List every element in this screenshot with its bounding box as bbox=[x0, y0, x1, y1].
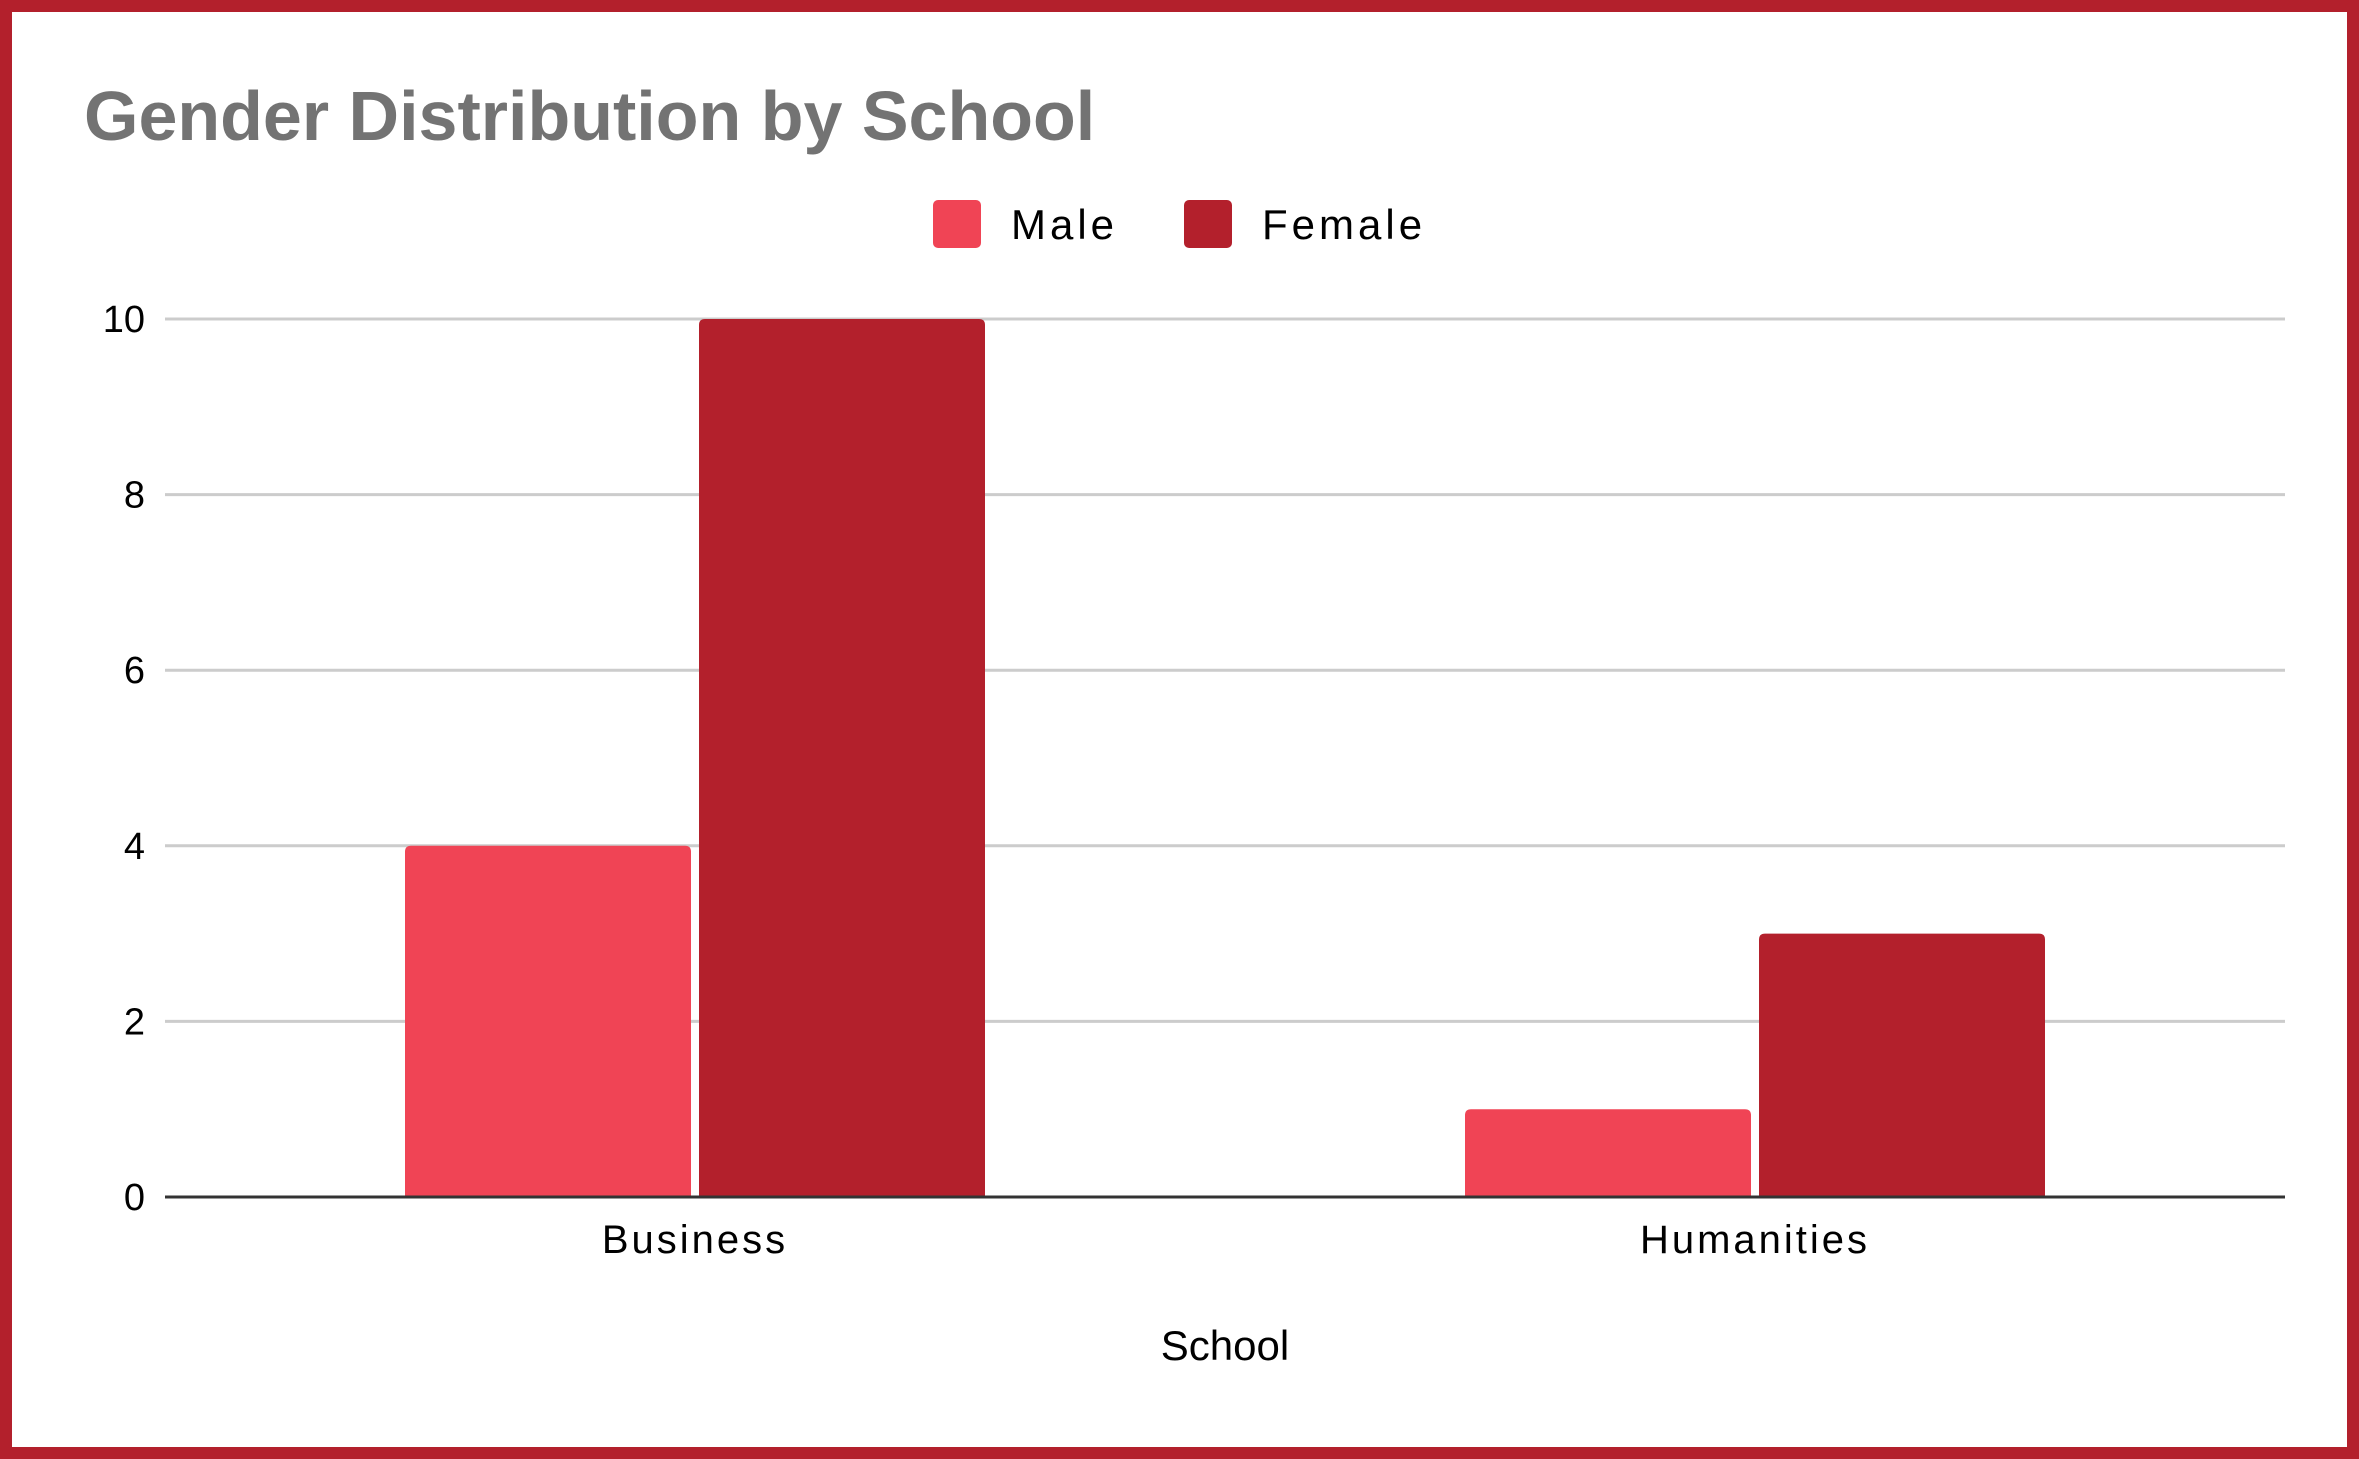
bar-male-humanities bbox=[1465, 1109, 1751, 1197]
legend-label-male: Male bbox=[1011, 201, 1118, 248]
legend-label-female: Female bbox=[1262, 201, 1426, 248]
legend: Male Female bbox=[933, 200, 1426, 248]
bar-female-business bbox=[699, 319, 985, 1197]
y-tick-label: 6 bbox=[124, 650, 145, 692]
bar-female-humanities bbox=[1759, 933, 2045, 1197]
y-axis-ticks: 0 2 4 6 8 10 bbox=[103, 299, 145, 1219]
y-tick-label: 8 bbox=[124, 475, 145, 517]
y-tick-label: 0 bbox=[124, 1177, 145, 1219]
chart-title: Gender Distribution by School bbox=[84, 77, 1096, 155]
bars bbox=[405, 319, 2045, 1197]
bar-male-business bbox=[405, 845, 691, 1197]
y-tick-label: 2 bbox=[124, 1001, 145, 1043]
x-axis-title: School bbox=[1161, 1322, 1289, 1369]
x-tick-label: Humanities bbox=[1640, 1218, 1870, 1262]
x-axis: Business Humanities bbox=[165, 1195, 2285, 1262]
legend-swatch-male bbox=[933, 200, 981, 248]
legend-swatch-female bbox=[1184, 200, 1232, 248]
y-tick-label: 4 bbox=[124, 826, 145, 868]
bar-chart: 0 2 4 6 8 10 Business Humanities Male Female Sc… bbox=[103, 200, 2285, 1369]
x-tick-label: Business bbox=[602, 1218, 788, 1262]
y-tick-label: 10 bbox=[103, 299, 145, 341]
